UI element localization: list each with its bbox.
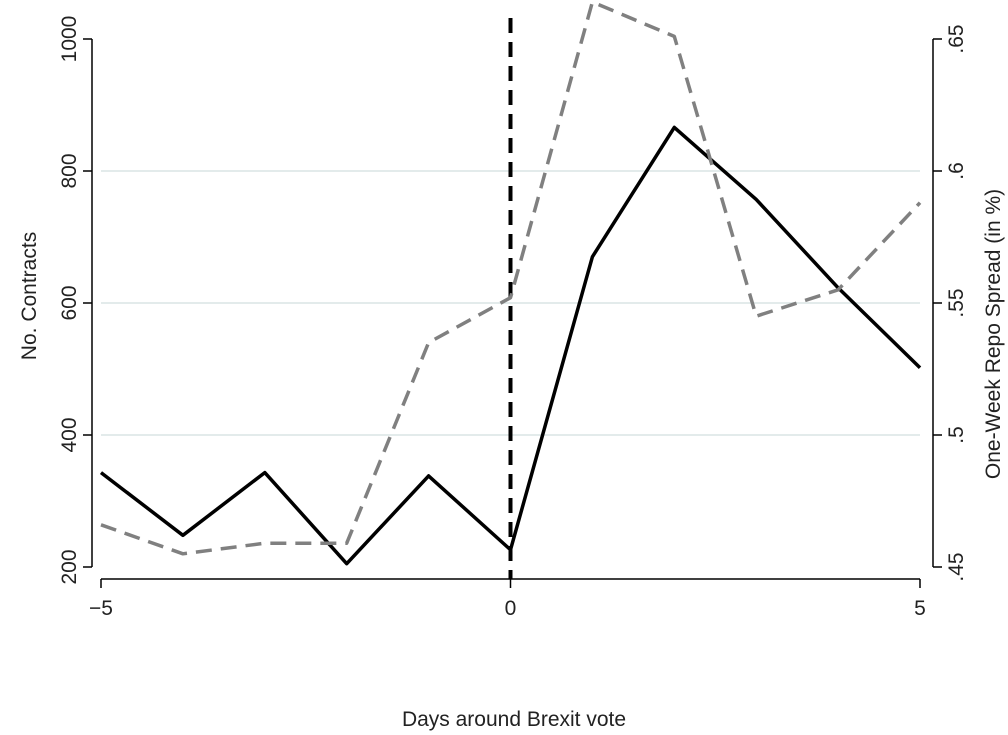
y-tick-label-1000: 1000 xyxy=(58,16,81,63)
x-tick-label-1: 0 xyxy=(505,597,517,620)
x-axis-title: Days around Brexit vote xyxy=(402,708,626,731)
y2-tick-label-2: .55 xyxy=(945,288,968,317)
y2-tick-label-1: .5 xyxy=(945,426,968,444)
y-axis-title: No. Contracts xyxy=(18,232,41,360)
y-tick-label-600: 600 xyxy=(58,285,81,320)
y2-axis-title: One-Week Repo Spread (in %) xyxy=(982,189,1005,479)
y2-tick-label-4: .65 xyxy=(945,24,968,53)
y2-tick-label-0: .45 xyxy=(945,552,968,581)
axes: 200 400 600 800 1000 .45 .5 .55 .6 .65 −5 0 5 xyxy=(58,16,968,620)
y-tick-label-200: 200 xyxy=(58,549,81,584)
plot-area xyxy=(99,0,922,579)
x-tick-label-0: −5 xyxy=(89,597,113,620)
y2-tick-label-3: .6 xyxy=(945,162,968,180)
series-points-1 xyxy=(100,1,921,554)
x-tick-label-2: 5 xyxy=(914,597,926,620)
y-tick-label-800: 800 xyxy=(58,153,81,188)
series-points-0 xyxy=(100,127,921,564)
y-tick-label-400: 400 xyxy=(58,417,81,452)
